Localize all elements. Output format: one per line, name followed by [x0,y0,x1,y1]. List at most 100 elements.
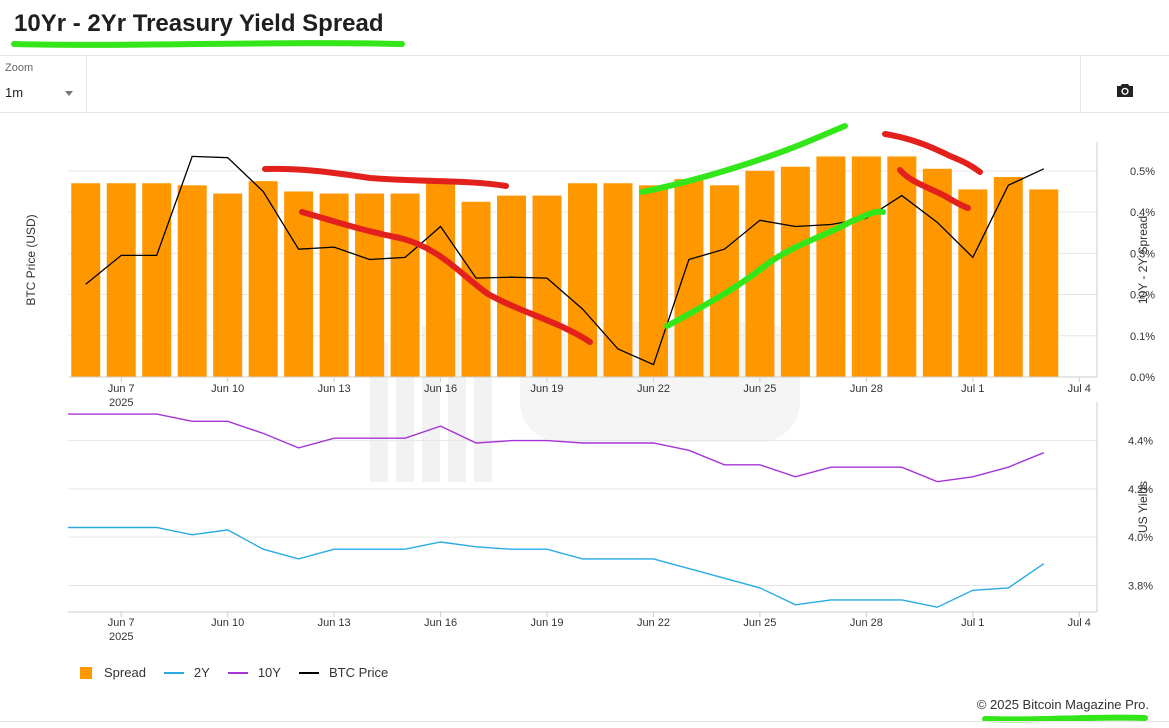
legend-label-10y: 10Y [257,665,281,680]
legend-item-10y[interactable]: 10Y [227,665,281,680]
legend-swatch-2y [163,671,184,674]
page-title: 10Yr - 2Yr Treasury Yield Spread [14,10,384,37]
spread-bar [958,189,988,377]
bottom-y-tick-label: 4.4% [1128,436,1153,448]
zoom-label: Zoom [5,62,34,74]
chart-area: 0.0% 0.1% 0.2% 0.3% 0.4% 0.5% 10Y - 2Y Spread B… [24,123,1155,643]
top-x-tick-label: Jun 16 [424,383,457,395]
yield-series [68,413,1045,608]
green-annotation-stroke [639,123,848,195]
footer-divider [0,721,1169,722]
spread-bar [638,185,668,377]
left-y-axis-title: BTC Price (USD) [24,214,38,305]
zoom-control: Zoom 1m [0,56,87,112]
legend-item-spread[interactable]: Spread [80,665,146,680]
spread-bar [568,183,597,377]
legend-item-btc-price[interactable]: BTC Price [298,665,389,680]
green-annotation-stroke [664,208,886,329]
bottom-x-tick-label: Jun 13 [318,617,351,629]
spread-bar [284,191,314,377]
zoom-value: 1m [5,85,24,100]
top-x-tick-label: Jun 25 [743,383,776,395]
bottom-y-tick-label: 3.8% [1128,580,1153,592]
spread-bar [887,156,917,377]
top-x-tick-label: Jun 28 [850,383,883,395]
red-annotation-stroke [882,131,983,175]
chart-toolbar: Zoom 1m [0,55,1169,113]
top-y-tick-label: 0.1% [1130,331,1155,343]
legend-label-btc-price: BTC Price [328,665,389,680]
spread-bar [390,193,420,377]
btc-price-line [85,155,1045,366]
bottom-x-tick-label: Jun 22 [637,617,670,629]
spread-bars [71,156,1059,377]
red-annotation-stroke [897,167,971,211]
spread-bar [851,156,881,377]
spread-bar [213,193,243,377]
top-x-year-label: 2025 [109,397,133,409]
spread-bar [816,156,846,377]
top-y-tick-label: 0.3% [1130,248,1155,260]
legend-swatch-10y [227,671,248,674]
bottom-x-year-label: 2025 [109,631,133,643]
red-annotation-stroke [299,209,593,345]
bottom-axis: 3.8% 4.0% 4.2% 4.4% US Yields Jun 7 Jun 10 Jun … [68,402,1153,643]
camera-icon [1117,84,1133,97]
bottom-x-tick-label: Jun 25 [743,617,776,629]
spread-bar [355,193,385,377]
bottom-x-tick-label: Jun 10 [211,617,244,629]
top-x-tick-label: Jul 4 [1068,383,1091,395]
ten-year-line [68,413,1045,483]
footer-highlight-stroke [982,714,1148,723]
top-y-axis-title: 10Y - 2Y Spread [1136,216,1150,304]
red-annotation-stroke [262,165,509,189]
title-highlight-stroke [11,40,405,48]
spread-bar [248,181,278,377]
spread-bar [922,168,952,377]
two-year-line [68,526,1045,608]
hand-drawn-annotations [262,123,983,345]
top-x-tick-label: Jul 1 [961,383,984,395]
spread-bar [106,183,136,377]
spread-bar [142,183,172,377]
chart-legend: Spread 2Y 10Y BTC Price [80,665,406,680]
copyright-footer: © 2025 Bitcoin Magazine Pro. [976,697,1149,712]
legend-swatch-btc-price [298,671,319,674]
top-x-tick-label: Jun 13 [318,383,351,395]
bottom-x-tick-label: Jun 28 [850,617,883,629]
spread-bar [603,183,633,377]
bottom-x-tick-label: Jun 16 [424,617,457,629]
top-x-tick-label: Jun 10 [211,383,244,395]
top-y-tick-label: 0.4% [1130,207,1155,219]
spread-bar [497,195,527,377]
spread-bar [780,166,810,377]
spread-bar [993,177,1023,377]
spread-bar [674,179,704,377]
screenshot-button[interactable] [1080,56,1169,112]
spread-bar [71,183,101,377]
spread-bar [1029,189,1059,377]
bottom-x-tick-label: Jun 19 [531,617,564,629]
bottom-x-tick-label: Jun 7 [108,617,135,629]
bottom-x-tick-label: Jul 1 [961,617,984,629]
legend-item-2y[interactable]: 2Y [163,665,210,680]
legend-label-spread: Spread [104,665,146,680]
top-axis: 0.0% 0.1% 0.2% 0.3% 0.4% 0.5% 10Y - 2Y Spread B… [24,142,1155,409]
spread-bar [709,185,739,377]
bottom-y-tick-label: 4.0% [1128,532,1153,544]
legend-swatch-spread [80,666,92,679]
btc-price-series [85,155,1045,366]
top-x-tick-label: Jun 22 [637,383,670,395]
top-x-tick-label: Jun 7 [108,383,135,395]
zoom-select[interactable]: 1m [5,85,79,105]
chevron-down-icon [65,91,73,96]
top-y-tick-label: 0.2% [1130,290,1155,302]
top-x-tick-label: Jun 19 [531,383,564,395]
spread-bar [426,183,456,377]
bottom-y-axis-title: US Yields [1136,481,1150,533]
legend-label-2y: 2Y [193,665,210,680]
bottom-y-tick-label: 4.2% [1128,484,1153,496]
bottom-grid [68,440,1097,586]
top-y-tick-label: 0.0% [1130,372,1155,384]
spread-bar [177,185,207,377]
